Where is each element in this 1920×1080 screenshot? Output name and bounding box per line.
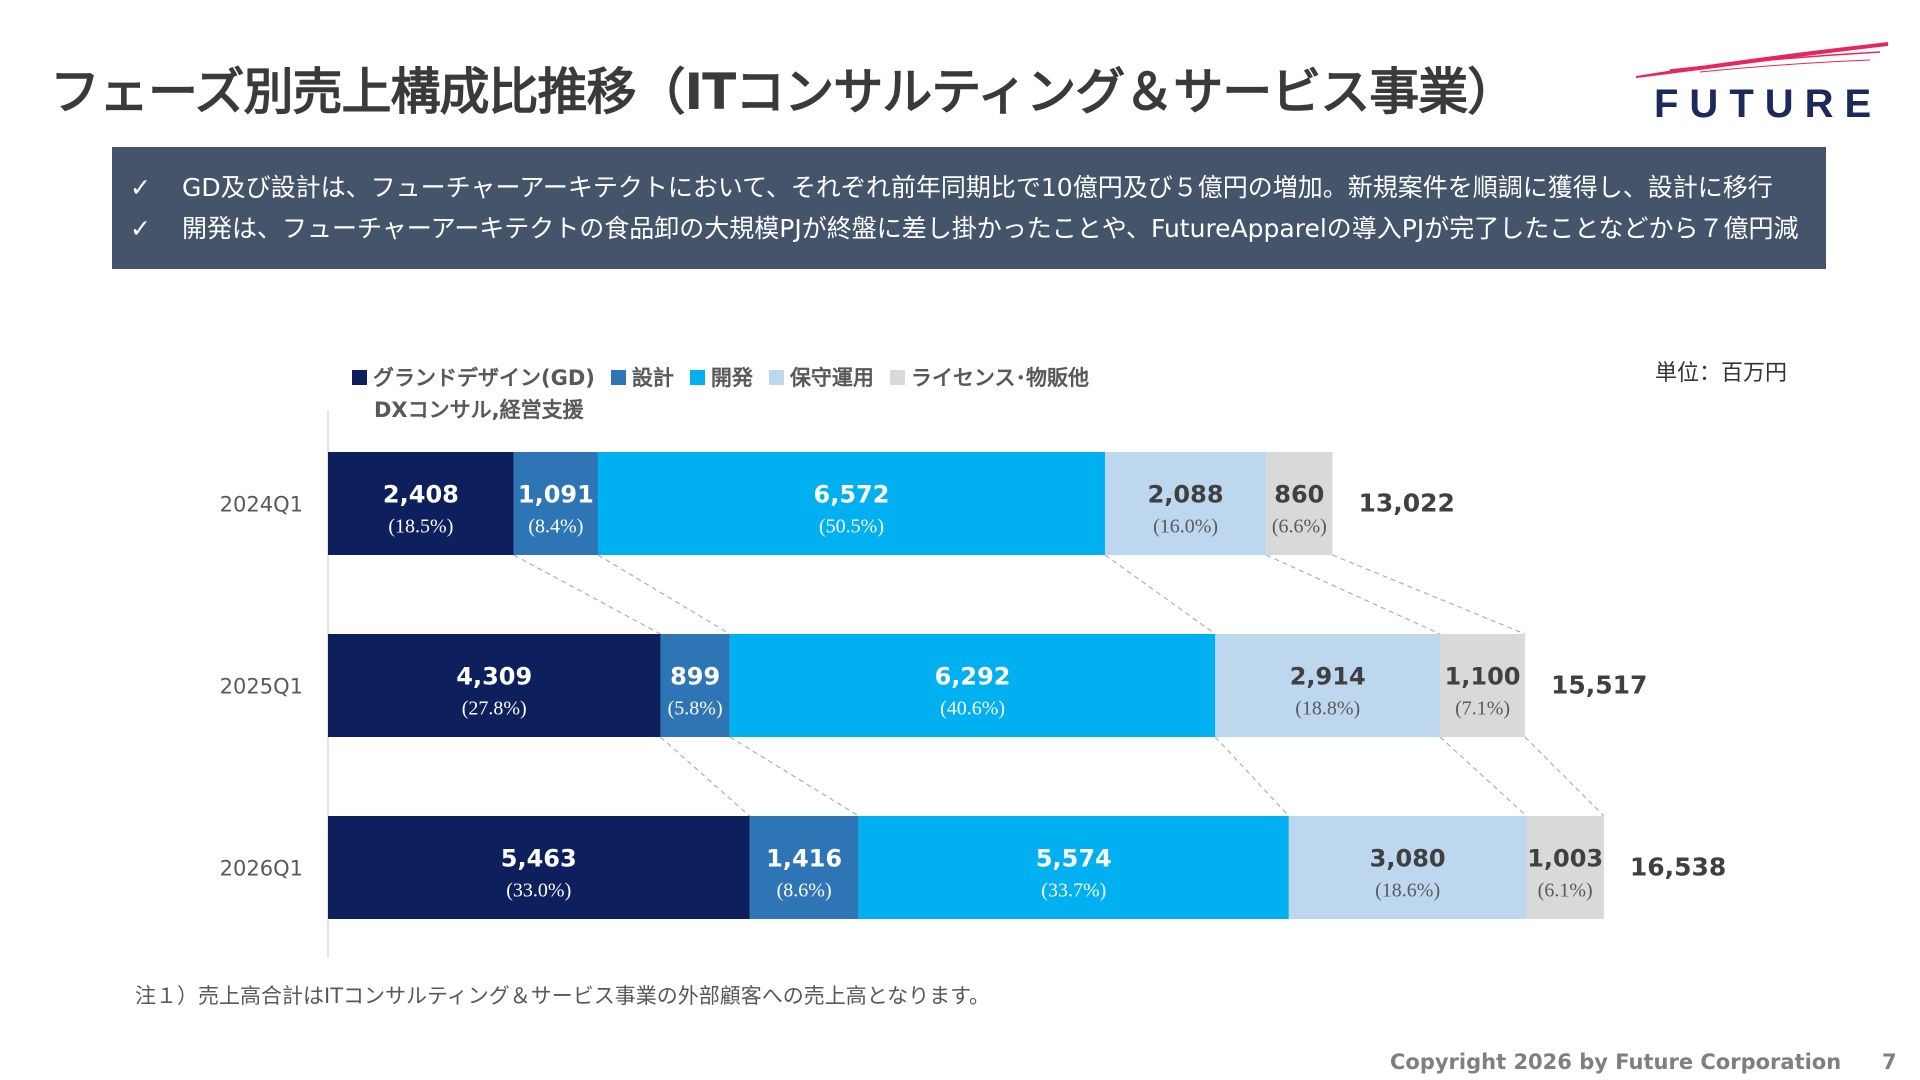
share-label: (6.1%)	[1538, 880, 1593, 902]
data-label: 6,292	[935, 663, 1011, 691]
bar-segment	[513, 452, 598, 555]
legend-swatch	[689, 369, 705, 385]
share-label: (33.0%)	[506, 880, 571, 902]
page-number: 7	[1882, 1050, 1897, 1074]
bar-segment	[1215, 634, 1441, 737]
share-label: (18.5%)	[388, 516, 453, 538]
company-logo: FUTURE	[1630, 34, 1892, 126]
legend-item: ライセンス･物販他	[889, 362, 1089, 392]
data-label: 5,574	[1036, 845, 1112, 873]
legend-label: 保守運用	[789, 366, 874, 390]
category-label: 2025Q1	[220, 675, 303, 699]
share-label: (40.6%)	[940, 698, 1005, 720]
data-label: 6,572	[814, 481, 890, 509]
logo-text: FUTURE	[1654, 82, 1883, 126]
legend-label: 設計	[631, 366, 674, 390]
data-label: 1,416	[766, 845, 842, 873]
total-label: 16,538	[1630, 853, 1726, 882]
share-label: (18.6%)	[1375, 880, 1440, 902]
summary-text: 開発は、フューチャーアーキテクトの食品卸の大規模PJが終盤に差し掛かったことや、…	[182, 214, 1799, 243]
category-label: 2026Q1	[220, 857, 303, 881]
bar-segment	[328, 816, 750, 919]
legend-swatch	[352, 369, 367, 385]
copyright: Copyright 2026 by Future Corporation	[1390, 1050, 1842, 1074]
summary-text: GD及び設計は、フューチャーアーキテクトにおいて、それぞれ前年同期比で10億円及…	[182, 173, 1773, 202]
connector-line	[1332, 554, 1526, 635]
legend-swatch	[889, 369, 905, 385]
data-label: 2,914	[1290, 663, 1366, 691]
connector-line	[1265, 554, 1441, 635]
connector-line	[1214, 736, 1290, 817]
connector-line	[729, 736, 860, 817]
category-label: 2024Q1	[220, 493, 303, 517]
connector-line	[1439, 736, 1527, 817]
share-label: (18.8%)	[1295, 698, 1360, 720]
bar-segment	[1105, 452, 1267, 555]
summary-box: ✓ GD及び設計は、フューチャーアーキテクトにおいて、それぞれ前年同期比で10億…	[112, 147, 1826, 269]
data-label: 4,309	[456, 663, 532, 691]
page-title: フェーズ別売上構成比推移（ITコンサルティング＆サービス事業）	[50, 63, 1517, 121]
bar-segment	[660, 634, 730, 737]
connector-line	[1104, 554, 1216, 635]
bar-segment	[328, 634, 661, 737]
bar-segment	[729, 634, 1216, 737]
share-label: (33.7%)	[1041, 880, 1106, 902]
data-label: 5,463	[501, 845, 577, 873]
legend-label: グランドデザイン(GD)	[373, 366, 595, 390]
legend-item: グランドデザイン(GD)	[352, 362, 595, 392]
footnote: 注１）売上高合計はITコンサルティング＆サービス事業の外部顧客への売上高となりま…	[135, 984, 991, 1008]
bar-segment	[328, 452, 514, 555]
data-label: 2,088	[1148, 481, 1224, 509]
data-label: 1,003	[1527, 845, 1603, 873]
unit-label: 単位：百万円	[1655, 361, 1788, 386]
connector-line	[660, 736, 750, 817]
share-label: (27.8%)	[462, 698, 527, 720]
bar-segment	[1440, 634, 1525, 737]
share-label: (8.4%)	[528, 516, 583, 538]
legend-item: 開発	[689, 362, 753, 392]
connector-line	[597, 554, 731, 635]
legend-label: 開発	[710, 366, 753, 390]
legend-note: DXコンサル,経営支援	[374, 398, 584, 422]
share-label: (16.0%)	[1153, 516, 1218, 538]
data-label: 1,091	[518, 481, 594, 509]
connector-line	[513, 554, 661, 635]
legend-swatch	[768, 369, 784, 385]
data-label: 3,080	[1370, 845, 1446, 873]
legend-label: ライセンス･物販他	[910, 366, 1089, 390]
share-label: (50.5%)	[819, 516, 884, 538]
summary-line: ✓ 開発は、フューチャーアーキテクトの食品卸の大規模PJが終盤に差し掛かったこと…	[130, 208, 1826, 249]
legend-item: 保守運用	[768, 362, 874, 392]
data-label: 1,100	[1445, 663, 1521, 691]
total-label: 15,517	[1551, 671, 1647, 700]
share-label: (7.1%)	[1455, 698, 1510, 720]
data-label: 860	[1274, 481, 1324, 509]
connector-line	[1524, 736, 1605, 817]
legend-item: 設計	[610, 362, 674, 392]
bar-segment	[749, 816, 859, 919]
share-label: (6.6%)	[1272, 516, 1327, 538]
check-icon: ✓	[130, 214, 151, 243]
data-label: 899	[670, 663, 720, 691]
legend-swatch	[610, 369, 626, 385]
bar-segment	[597, 452, 1106, 555]
share-label: (5.8%)	[668, 698, 723, 720]
bar-segment	[1526, 816, 1604, 919]
share-label: (8.6%)	[777, 880, 832, 902]
total-label: 13,022	[1358, 489, 1454, 518]
chart-legend: グランドデザイン(GD) 設計 開発 保守運用 ライセンス･物販他 DXコンサル,経営支…	[352, 362, 1105, 424]
check-icon: ✓	[130, 173, 151, 202]
bar-segment	[858, 816, 1289, 919]
data-label: 2,408	[383, 481, 459, 509]
summary-line: ✓ GD及び設計は、フューチャーアーキテクトにおいて、それぞれ前年同期比で10億…	[130, 167, 1826, 208]
bar-segment	[1266, 452, 1333, 555]
bar-segment	[1288, 816, 1527, 919]
